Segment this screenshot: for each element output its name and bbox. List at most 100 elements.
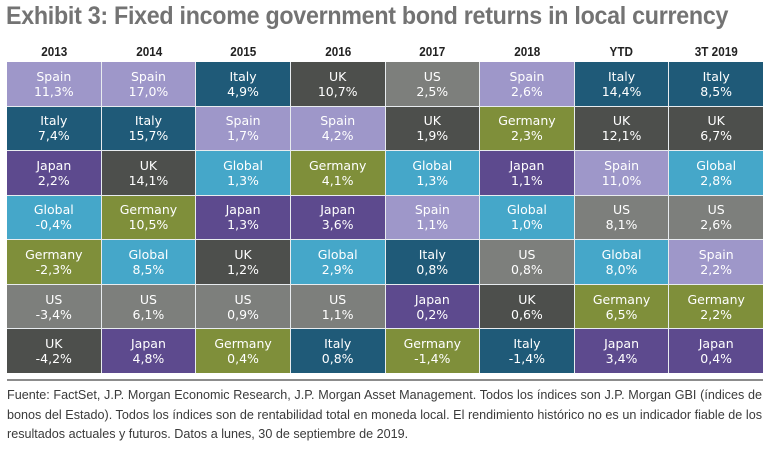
quilt-cell-global: Global 1,0% (480, 195, 574, 240)
cell-return-value: 0,2% (416, 306, 449, 322)
quilt-cell-us: US 0,9% (196, 284, 290, 329)
cell-return-value: 0,4% (700, 351, 733, 367)
cell-return-value: 0,4% (227, 351, 259, 367)
cell-return-value: 10,5% (128, 217, 169, 233)
quilt-cell-italy: Italy 14,4% (574, 62, 669, 106)
cell-return-value: 4,9% (227, 83, 259, 99)
cell-country-label: Spain (509, 68, 545, 84)
quilt-cell-germany: Germany 2,2% (669, 284, 763, 329)
cell-return-value: 1,3% (227, 172, 259, 188)
cell-country-label: Germany (25, 247, 83, 263)
quilt-cell-uk: UK -4,2% (7, 329, 101, 373)
cell-return-value: 2,2% (700, 262, 733, 278)
cell-country-label: US (329, 291, 347, 307)
quilt-cell-spain: Spain 1,1% (385, 195, 480, 240)
quilt-cell-us: US 8,1% (574, 195, 669, 240)
cell-return-value: -3,4% (35, 306, 72, 322)
column-header: YTD (609, 44, 633, 59)
quilt-cell-uk: UK 12,1% (574, 106, 669, 151)
cell-country-label: Global (507, 202, 547, 218)
column-header: 2014 (135, 44, 162, 59)
cell-country-label: US (613, 202, 631, 218)
cell-return-value: 2,8% (700, 172, 733, 188)
cell-return-value: 8,5% (700, 83, 733, 99)
exhibit-title: Exhibit 3: Fixed income government bond … (6, 2, 729, 30)
quilt-cell-germany: Germany -1,4% (385, 329, 480, 373)
quilt-cell-japan: Japan 3,4% (574, 329, 669, 373)
quilt-cell-global: Global -0,4% (7, 195, 101, 240)
quilt-cell-italy: Italy 0,8% (385, 240, 480, 284)
cell-return-value: 6,5% (605, 306, 638, 322)
cell-return-value: 0,9% (227, 306, 259, 322)
cell-return-value: 2,6% (700, 217, 733, 233)
quilt-cell-germany: Germany 4,1% (290, 151, 385, 195)
cell-country-label: Japan (320, 202, 356, 218)
cell-return-value: 2,9% (321, 262, 354, 278)
cell-return-value: 4,1% (321, 172, 354, 188)
cell-country-label: Spain (225, 113, 261, 129)
cell-country-label: Global (317, 247, 358, 263)
cell-country-label: Italy (513, 336, 541, 352)
cell-country-label: Italy (418, 247, 446, 263)
quilt-cell-spain: Spain 4,2% (290, 106, 385, 151)
quilt-cell-us: US -3,4% (7, 284, 101, 329)
cell-country-label: UK (234, 247, 252, 263)
quilt-cell-italy: Italy 7,4% (7, 106, 101, 151)
cell-return-value: 2,6% (511, 83, 543, 99)
cell-country-label: Spain (604, 157, 640, 173)
cell-return-value: 8,1% (605, 217, 638, 233)
quilt-cell-us: US 2,6% (669, 195, 763, 240)
quilt-cell-uk: UK 1,2% (196, 240, 290, 284)
cell-country-label: US (518, 247, 536, 263)
quilt-cell-global: Global 1,3% (385, 151, 480, 195)
cell-return-value: 1,3% (416, 172, 449, 188)
cell-country-label: Spain (320, 113, 356, 129)
cell-country-label: Germany (403, 336, 462, 352)
quilt-cell-japan: Japan 3,6% (290, 195, 385, 240)
cell-country-label: UK (45, 336, 63, 352)
cell-return-value: 17,0% (128, 83, 169, 99)
cell-country-label: Japan (225, 202, 261, 218)
cell-country-label: UK (329, 68, 347, 84)
quilt-cell-uk: UK 10,7% (290, 62, 385, 106)
cell-country-label: Japan (131, 336, 166, 352)
quilt-cell-germany: Germany 2,3% (480, 106, 574, 151)
cell-country-label: Japan (36, 157, 72, 173)
quilt-cell-us: US 0,8% (480, 240, 574, 284)
cell-country-label: Germany (687, 291, 745, 307)
cell-return-value: 1,1% (511, 172, 543, 188)
column-headers: 2013 2014 2015 2016 2017 2018 YTD 3T 2019 (7, 44, 763, 62)
cell-return-value: 14,4% (601, 83, 642, 99)
cell-return-value: 2,2% (700, 306, 733, 322)
quilt-cell-us: US 2,5% (385, 62, 480, 106)
cell-return-value: 2,5% (416, 83, 449, 99)
cell-country-label: UK (612, 113, 631, 129)
cell-country-label: Italy (608, 68, 636, 84)
cell-return-value: -1,4% (508, 351, 546, 367)
cell-return-value: 0,6% (511, 306, 543, 322)
quilt-cell-japan: Japan 2,2% (7, 151, 101, 195)
cell-return-value: 1,3% (227, 217, 259, 233)
quilt-cell-italy: Italy 8,5% (669, 62, 763, 106)
cell-return-value: 11,3% (33, 83, 74, 99)
quilt-cell-uk: UK 1,9% (385, 106, 480, 151)
cell-return-value: 4,2% (321, 128, 354, 144)
cell-country-label: US (45, 291, 63, 307)
quilt-cell-japan: Japan 1,1% (480, 151, 574, 195)
divider-rule (7, 379, 763, 381)
cell-country-label: Global (128, 247, 169, 263)
cell-country-label: UK (423, 113, 441, 129)
cell-return-value: -4,2% (35, 351, 72, 367)
cell-return-value: 0,8% (416, 262, 449, 278)
cell-return-value: 1,1% (416, 217, 449, 233)
cell-country-label: Global (412, 157, 453, 173)
cell-country-label: Spain (414, 202, 450, 218)
cell-return-value: 0,8% (321, 351, 354, 367)
cell-country-label: Germany (214, 336, 272, 352)
cell-country-label: Global (601, 247, 642, 263)
cell-country-label: Spain (36, 68, 72, 84)
quilt-cell-spain: Spain 1,7% (196, 106, 290, 151)
cell-return-value: -1,4% (414, 351, 451, 367)
cell-return-value: -0,4% (35, 217, 72, 233)
cell-country-label: Spain (698, 247, 734, 263)
